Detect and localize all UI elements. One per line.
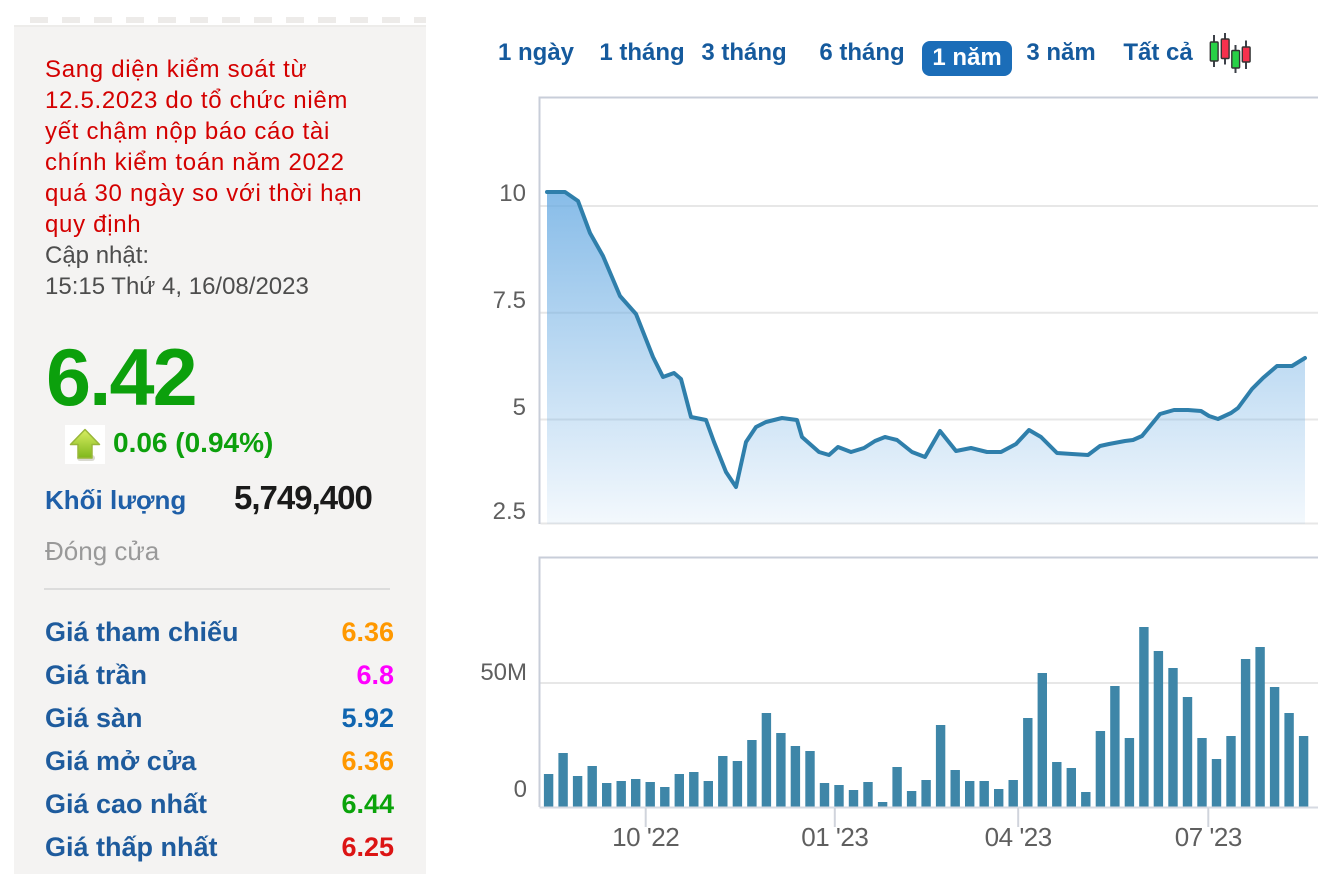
svg-text:01 '23: 01 '23 (801, 822, 868, 852)
svg-text:0: 0 (514, 776, 527, 803)
svg-text:10: 10 (499, 180, 526, 207)
svg-text:50M: 50M (480, 659, 527, 686)
svg-text:5: 5 (513, 394, 526, 421)
svg-text:07 '23: 07 '23 (1175, 822, 1242, 852)
svg-text:7.5: 7.5 (493, 287, 526, 314)
svg-text:2.5: 2.5 (493, 498, 526, 525)
svg-text:10 '22: 10 '22 (612, 822, 679, 852)
svg-text:04 '23: 04 '23 (985, 822, 1052, 852)
